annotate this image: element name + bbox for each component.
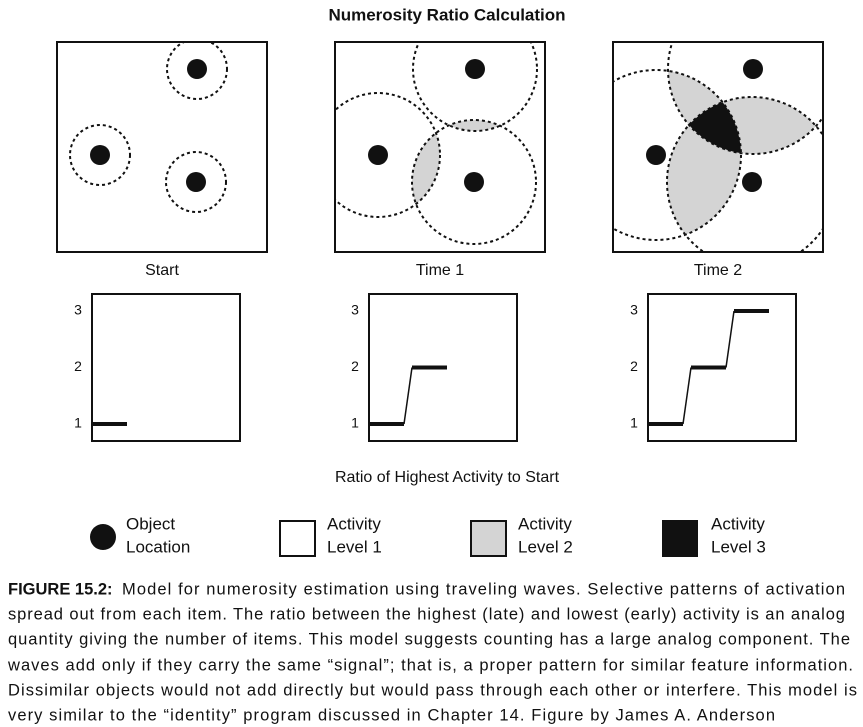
caption-line: quantity giving the number of items. Thi…	[8, 630, 850, 648]
y-tick-label: 1	[74, 415, 82, 431]
figure-title: Numerosity Ratio Calculation	[328, 5, 565, 24]
legend-swatch	[470, 520, 507, 557]
caption-line: spread out from each item. The ratio bet…	[8, 605, 845, 623]
y-tick-label: 2	[351, 358, 359, 374]
panel-diagram	[69, 42, 228, 213]
panel-frame	[56, 41, 268, 253]
y-tick-label: 2	[630, 358, 638, 374]
object-dot	[743, 59, 763, 79]
object-dot	[186, 172, 206, 192]
object-dot	[464, 172, 484, 192]
object-dot	[187, 59, 207, 79]
wave	[166, 42, 228, 100]
wave	[412, 42, 538, 132]
object-dot	[90, 145, 110, 165]
caption-line: waves add only if they carry the same “s…	[7, 656, 853, 674]
plot-frame	[368, 293, 518, 442]
wave	[69, 124, 131, 186]
y-tick-label: 3	[74, 302, 82, 318]
panel-label: Time 1	[416, 262, 464, 279]
legend-text: Activity	[711, 514, 765, 533]
y-tick-label: 3	[630, 302, 638, 318]
caption-line: Dissimilar objects would not add directl…	[8, 681, 857, 699]
y-tick-label: 1	[351, 415, 359, 431]
object-dot	[465, 59, 485, 79]
panel-label: Start	[145, 262, 179, 279]
legend-text: Level 2	[518, 537, 573, 556]
caption-line: very similar to the “identity” program d…	[8, 706, 775, 724]
wave	[667, 42, 823, 155]
wave	[165, 151, 227, 213]
y-tick-label: 3	[351, 302, 359, 318]
step-riser	[403, 367, 413, 425]
object-dot	[368, 145, 388, 165]
legend-text: Activity	[518, 514, 572, 533]
object-dot	[646, 145, 666, 165]
legend-text: Level 1	[327, 537, 382, 556]
legend-text: Level 3	[711, 537, 766, 556]
wave	[613, 69, 742, 241]
wave	[666, 96, 823, 252]
legend-dot	[90, 524, 116, 550]
y-tick-label: 2	[74, 358, 82, 374]
legend-text: Location	[126, 537, 190, 556]
overlap-group	[668, 97, 741, 154]
x-label: Ratio of Highest Activity to Start	[335, 469, 560, 486]
object-dot	[742, 172, 762, 192]
plot-frame	[91, 293, 241, 442]
caption-line: Model for numerosity estimation using tr…	[122, 580, 845, 598]
legend-text: Activity	[327, 514, 381, 533]
panel-diagram	[335, 42, 538, 245]
panel-label: Time 2	[694, 262, 742, 279]
legend-swatch	[662, 520, 698, 557]
step-riser	[682, 367, 692, 425]
wave	[411, 119, 537, 245]
panel-frame	[334, 41, 546, 253]
wave	[335, 92, 441, 218]
plot-frame	[647, 293, 797, 442]
legend-swatch	[279, 520, 316, 557]
panel-frame	[612, 41, 824, 253]
panel-diagram	[613, 42, 823, 252]
y-tick-label: 1	[630, 415, 638, 431]
step-riser	[725, 310, 735, 368]
legend-text: Object	[126, 514, 175, 533]
caption-label: FIGURE 15.2:	[8, 580, 113, 598]
overlap-level-3	[668, 97, 741, 154]
